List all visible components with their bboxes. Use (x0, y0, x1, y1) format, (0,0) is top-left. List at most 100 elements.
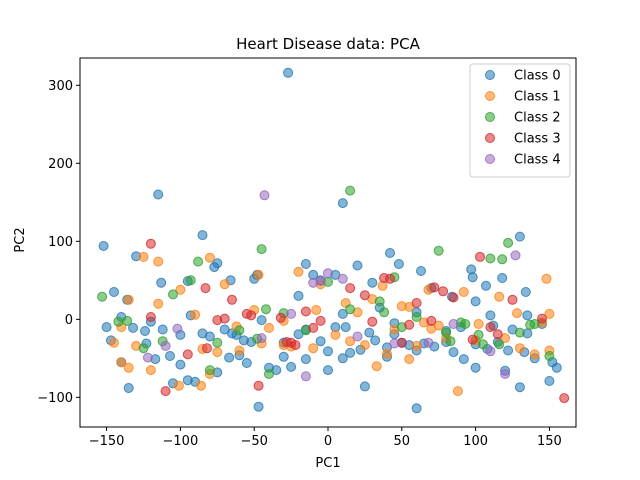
data-point-class-3 (145, 238, 156, 249)
data-point-class-1 (204, 252, 215, 263)
x-axis-label: PC1 (315, 456, 340, 471)
data-point-class-0 (128, 322, 139, 333)
data-point-class-0 (109, 287, 119, 297)
data-point-class-1 (529, 349, 540, 360)
data-point-class-4 (256, 333, 267, 344)
legend-marker-class-1 (485, 91, 495, 101)
data-point-class-2 (460, 319, 471, 329)
data-point-class-0 (209, 262, 220, 273)
data-point-class-1 (458, 287, 469, 297)
data-point-class-2 (345, 185, 356, 196)
legend-label-class-0: Class 0 (514, 69, 561, 84)
x-tick-label: 100 (463, 434, 488, 449)
data-point-class-1 (382, 348, 392, 359)
data-point-class-0 (153, 189, 164, 200)
data-point-class-3 (219, 313, 230, 324)
data-point-class-0 (300, 354, 311, 365)
data-point-class-1 (293, 266, 304, 277)
legend: Class 0 Class 1 Class 2 Class 3 Class 4 (469, 63, 571, 178)
data-point-class-0 (175, 359, 186, 370)
data-point-class-3 (367, 316, 378, 327)
data-point-class-1 (123, 294, 134, 305)
data-point-class-0 (470, 362, 481, 373)
data-point-class-1 (116, 357, 127, 368)
data-point-class-1 (308, 343, 319, 354)
data-point-class-0 (224, 352, 235, 363)
chart-title: Heart Disease data: PCA (236, 35, 420, 53)
data-point-class-3 (300, 306, 311, 317)
data-point-class-3 (429, 282, 440, 293)
data-point-class-3 (145, 312, 156, 322)
data-point-class-1 (153, 298, 164, 309)
data-point-class-1 (411, 340, 422, 351)
data-point-class-3 (227, 294, 237, 305)
data-point-class-2 (345, 304, 356, 315)
data-point-class-1 (433, 320, 444, 331)
data-point-class-1 (544, 308, 555, 319)
data-point-class-0 (481, 280, 491, 291)
legend-label-class-1: Class 1 (514, 90, 561, 105)
data-point-class-0 (278, 351, 289, 362)
data-point-class-0 (467, 272, 478, 283)
data-point-class-2 (374, 296, 385, 307)
legend-marker-class-3 (485, 133, 495, 143)
points-layer (97, 67, 570, 414)
data-point-class-1 (173, 380, 184, 391)
data-point-class-4 (389, 338, 400, 349)
data-point-class-2 (212, 337, 223, 348)
data-point-class-1 (153, 256, 164, 267)
data-point-class-0 (367, 277, 378, 288)
data-point-class-3 (315, 315, 326, 326)
data-point-class-0 (140, 326, 150, 336)
data-point-class-2 (264, 369, 274, 379)
data-point-class-4 (259, 190, 270, 201)
data-point-class-2 (204, 365, 215, 376)
data-point-class-0 (323, 346, 333, 357)
data-point-class-0 (503, 345, 514, 356)
data-point-class-0 (197, 230, 208, 241)
x-tick-label: 50 (394, 434, 411, 449)
data-point-class-2 (234, 325, 245, 336)
data-point-class-1 (330, 329, 341, 340)
legend-box (469, 63, 571, 178)
data-point-class-4 (485, 346, 496, 357)
data-point-class-4 (172, 323, 183, 334)
data-point-class-3 (308, 322, 319, 333)
data-point-class-3 (246, 310, 257, 321)
data-point-class-0 (370, 335, 381, 346)
data-point-class-4 (160, 340, 171, 351)
data-point-class-0 (293, 290, 304, 301)
x-tick-label: −100 (163, 434, 199, 449)
data-point-class-1 (494, 291, 505, 302)
data-point-class-0 (241, 358, 252, 368)
data-point-class-1 (196, 380, 206, 391)
data-point-class-2 (544, 351, 555, 361)
data-point-class-0 (485, 310, 496, 321)
data-point-class-3 (537, 313, 547, 324)
data-point-class-3 (448, 292, 459, 303)
data-point-class-2 (478, 339, 488, 350)
data-point-class-2 (261, 304, 271, 315)
data-point-class-4 (142, 352, 153, 363)
data-point-class-1 (371, 361, 382, 372)
data-point-class-4 (300, 371, 311, 382)
data-point-class-2 (113, 316, 124, 327)
data-point-class-1 (123, 362, 134, 373)
data-point-class-2 (433, 245, 444, 256)
data-point-class-2 (97, 291, 108, 302)
data-point-class-3 (359, 290, 370, 301)
data-point-class-3 (404, 319, 415, 330)
data-point-class-2 (185, 275, 196, 286)
data-point-class-1 (512, 308, 522, 319)
data-point-class-1 (234, 345, 245, 356)
x-tick-label: −150 (89, 434, 125, 449)
legend-marker-class-0 (485, 70, 495, 80)
data-point-class-0 (514, 231, 525, 242)
data-point-class-1 (253, 269, 264, 280)
data-point-class-0 (385, 248, 395, 258)
data-point-class-2 (379, 307, 390, 318)
data-point-class-0 (345, 347, 356, 358)
data-point-class-0 (253, 401, 264, 412)
